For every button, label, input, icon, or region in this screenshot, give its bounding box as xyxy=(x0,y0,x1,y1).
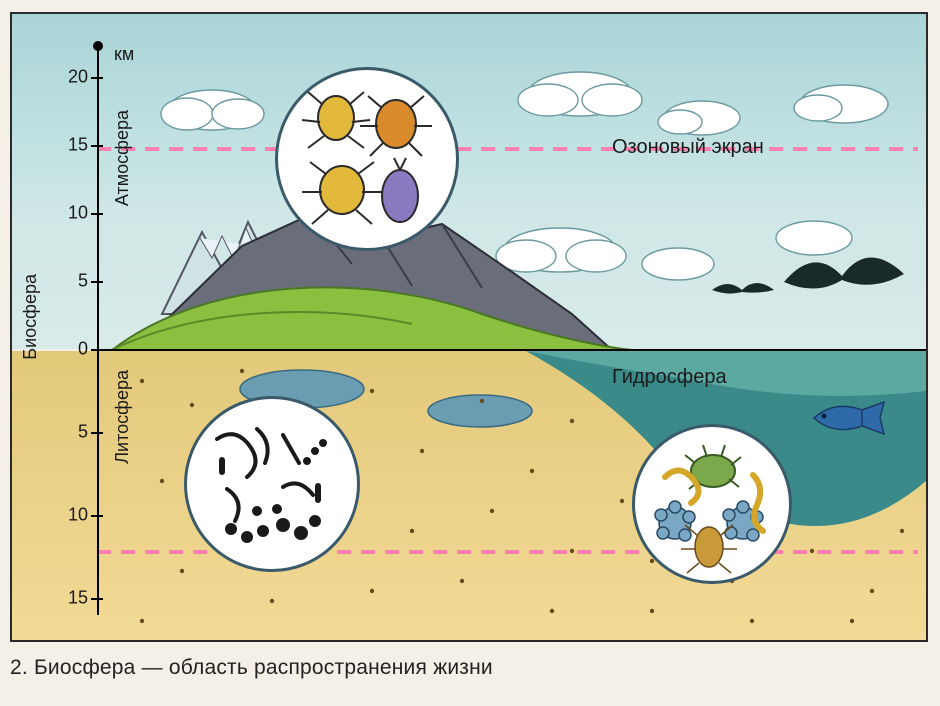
km-axis xyxy=(97,46,99,615)
figure-caption: 2. Биосфера — область распространения жи… xyxy=(10,656,930,680)
tick-label: 15 xyxy=(50,135,88,156)
tick-label: 0 xyxy=(50,339,88,360)
birds-icon xyxy=(12,14,928,349)
hydrosphere-label: Гидросфера xyxy=(612,366,727,389)
tick-label: 15 xyxy=(50,588,88,609)
hydrosphere-organisms-inset xyxy=(632,424,792,584)
ground-line xyxy=(97,349,926,351)
lithosphere-label: Литосфера xyxy=(112,370,133,464)
tick-label: 10 xyxy=(50,505,88,526)
tick-0 xyxy=(91,349,103,351)
ozone-label: Озоновый экран xyxy=(612,136,764,159)
tick-15u xyxy=(91,145,103,147)
biosphere-label: Биосфера xyxy=(20,274,41,360)
atmosphere-label: Атмосфера xyxy=(112,110,133,206)
atmosphere-organisms-inset xyxy=(275,67,459,251)
tick-20u xyxy=(91,77,103,79)
tick-15d xyxy=(91,598,103,600)
diagram-frame: км 0 5 10 15 20 5 10 15 Биосфера Атмосфе… xyxy=(10,12,928,642)
tick-label: 5 xyxy=(50,271,88,292)
tick-10d xyxy=(91,515,103,517)
tick-5d xyxy=(91,432,103,434)
lithosphere-organisms-inset xyxy=(184,396,360,572)
tick-5u xyxy=(91,281,103,283)
fish-icon xyxy=(804,398,890,438)
tick-label: 10 xyxy=(50,203,88,224)
tick-label: 5 xyxy=(50,422,88,443)
axis-unit: км xyxy=(114,44,134,65)
tick-10u xyxy=(91,213,103,215)
tick-label: 20 xyxy=(50,67,88,88)
